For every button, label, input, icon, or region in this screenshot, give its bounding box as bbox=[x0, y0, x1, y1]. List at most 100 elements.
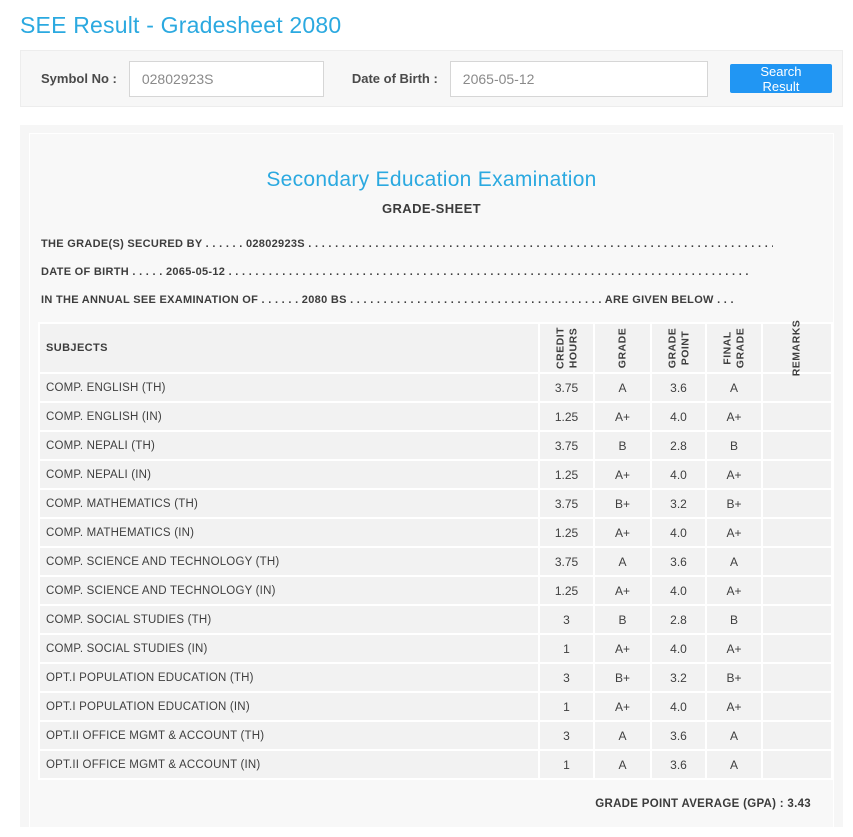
credit-hours-cell: 1 bbox=[540, 751, 593, 778]
intro-lines: THE GRADE(S) SECURED BY . . . . . . 0280… bbox=[41, 238, 833, 306]
column-header-grade: GRADE bbox=[595, 324, 650, 372]
credit-hours-cell: 3.75 bbox=[540, 548, 593, 575]
remarks-cell bbox=[763, 490, 831, 517]
gradesheet-subtitle: GRADE-SHEET bbox=[381, 201, 482, 216]
credit-hours-cell: 1.25 bbox=[540, 403, 593, 430]
remarks-cell bbox=[763, 693, 831, 720]
result-panel: Secondary Education Examination GRADE-SH… bbox=[20, 125, 843, 827]
table-row: COMP. NEPALI (IN) 1.25 A+ 4.0 A+ bbox=[40, 461, 831, 488]
symbol-no-input[interactable] bbox=[128, 60, 324, 97]
grade-point-cell: 4.0 bbox=[652, 635, 705, 662]
subject-cell: COMP. ENGLISH (TH) bbox=[40, 374, 538, 401]
column-header-credit-hours: CREDIT HOURS bbox=[540, 324, 593, 372]
credit-hours-cell: 3.75 bbox=[540, 490, 593, 517]
grade-point-cell: 3.2 bbox=[652, 490, 705, 517]
search-result-button[interactable]: Search Result bbox=[729, 64, 832, 94]
remarks-cell bbox=[763, 432, 831, 459]
final-grade-cell: B+ bbox=[707, 490, 761, 517]
grade-cell: A+ bbox=[595, 519, 650, 546]
remarks-cell bbox=[763, 577, 831, 604]
grade-cell: B+ bbox=[595, 664, 650, 691]
grade-point-cell: 4.0 bbox=[652, 519, 705, 546]
grades-table: SUBJECTS CREDIT HOURS GRADE GRADE POINT FI… bbox=[38, 320, 833, 780]
credit-hours-cell: 1.25 bbox=[540, 461, 593, 488]
grade-cell: A bbox=[595, 751, 650, 778]
table-row: COMP. ENGLISH (TH) 3.75 A 3.6 A bbox=[40, 374, 831, 401]
credit-hours-cell: 3.75 bbox=[540, 374, 593, 401]
credit-hours-cell: 1.25 bbox=[540, 519, 593, 546]
gpa-summary: GRADE POINT AVERAGE (GPA) : 3.43 bbox=[595, 798, 811, 810]
subject-cell: COMP. SOCIAL STUDIES (TH) bbox=[40, 606, 538, 633]
credit-hours-cell: 1 bbox=[540, 693, 593, 720]
table-row: COMP. SCIENCE AND TECHNOLOGY (TH) 3.75 A… bbox=[40, 548, 831, 575]
grade-cell: A bbox=[595, 374, 650, 401]
final-grade-cell: B bbox=[707, 432, 761, 459]
table-row: COMP. SCIENCE AND TECHNOLOGY (IN) 1.25 A… bbox=[40, 577, 831, 604]
subject-cell: OPT.I POPULATION EDUCATION (TH) bbox=[40, 664, 538, 691]
remarks-cell bbox=[763, 403, 831, 430]
subject-cell: OPT.I POPULATION EDUCATION (IN) bbox=[40, 693, 538, 720]
final-grade-cell: A+ bbox=[707, 519, 761, 546]
table-row: OPT.I POPULATION EDUCATION (IN) 1 A+ 4.0… bbox=[40, 693, 831, 720]
table-row: COMP. MATHEMATICS (IN) 1.25 A+ 4.0 A+ bbox=[40, 519, 831, 546]
remarks-cell bbox=[763, 461, 831, 488]
column-header-subjects: SUBJECTS bbox=[40, 324, 538, 372]
remarks-cell bbox=[763, 548, 831, 575]
subject-cell: OPT.II OFFICE MGMT & ACCOUNT (TH) bbox=[40, 722, 538, 749]
table-row: COMP. MATHEMATICS (TH) 3.75 B+ 3.2 B+ bbox=[40, 490, 831, 517]
date-of-birth-input[interactable] bbox=[449, 60, 708, 97]
subject-cell: COMP. ENGLISH (IN) bbox=[40, 403, 538, 430]
final-grade-cell: A bbox=[707, 722, 761, 749]
grade-point-cell: 3.6 bbox=[652, 722, 705, 749]
final-grade-cell: A+ bbox=[707, 403, 761, 430]
grade-point-cell: 4.0 bbox=[652, 693, 705, 720]
final-grade-cell: A+ bbox=[707, 693, 761, 720]
subject-cell: COMP. NEPALI (TH) bbox=[40, 432, 538, 459]
grade-cell: A+ bbox=[595, 461, 650, 488]
credit-hours-cell: 3 bbox=[540, 606, 593, 633]
credit-hours-cell: 1 bbox=[540, 635, 593, 662]
table-header-row: SUBJECTS CREDIT HOURS GRADE GRADE POINT FI… bbox=[40, 320, 831, 376]
table-row: OPT.II OFFICE MGMT & ACCOUNT (TH) 3 A 3.… bbox=[40, 722, 831, 749]
grade-cell: A+ bbox=[595, 693, 650, 720]
grade-cell: B bbox=[595, 606, 650, 633]
date-of-birth-label: Date of Birth : bbox=[351, 71, 438, 86]
remarks-cell bbox=[763, 606, 831, 633]
final-grade-cell: B+ bbox=[707, 664, 761, 691]
remarks-cell bbox=[763, 751, 831, 778]
credit-hours-cell: 3 bbox=[540, 722, 593, 749]
table-row: OPT.II OFFICE MGMT & ACCOUNT (IN) 1 A 3.… bbox=[40, 751, 831, 778]
subject-cell: COMP. SCIENCE AND TECHNOLOGY (IN) bbox=[40, 577, 538, 604]
search-form: Symbol No : Date of Birth : Search Resul… bbox=[20, 50, 843, 107]
grade-cell: A bbox=[595, 548, 650, 575]
table-row: OPT.I POPULATION EDUCATION (TH) 3 B+ 3.2… bbox=[40, 664, 831, 691]
final-grade-cell: B bbox=[707, 606, 761, 633]
grade-cell: B+ bbox=[595, 490, 650, 517]
grade-point-cell: 4.0 bbox=[652, 461, 705, 488]
final-grade-cell: A+ bbox=[707, 461, 761, 488]
final-grade-cell: A bbox=[707, 374, 761, 401]
grade-point-cell: 3.2 bbox=[652, 664, 705, 691]
remarks-cell bbox=[763, 374, 831, 401]
final-grade-cell: A+ bbox=[707, 577, 761, 604]
date-of-birth-line: DATE OF BIRTH . . . . . 2065-05-12 . . .… bbox=[41, 266, 749, 278]
remarks-cell bbox=[763, 519, 831, 546]
column-header-remarks: REMARKS bbox=[763, 320, 831, 376]
subject-cell: COMP. SCIENCE AND TECHNOLOGY (TH) bbox=[40, 548, 538, 575]
credit-hours-cell: 3 bbox=[540, 664, 593, 691]
grade-point-cell: 3.6 bbox=[652, 374, 705, 401]
subject-cell: COMP. NEPALI (IN) bbox=[40, 461, 538, 488]
subject-cell: COMP. SOCIAL STUDIES (IN) bbox=[40, 635, 538, 662]
grade-cell: B bbox=[595, 432, 650, 459]
remarks-cell bbox=[763, 635, 831, 662]
grade-cell: A+ bbox=[595, 635, 650, 662]
remarks-cell bbox=[763, 664, 831, 691]
grade-cell: A bbox=[595, 722, 650, 749]
grade-cell: A+ bbox=[595, 403, 650, 430]
final-grade-cell: A bbox=[707, 751, 761, 778]
page-title: SEE Result - Gradesheet 2080 bbox=[20, 12, 342, 38]
exam-of-line: IN THE ANNUAL SEE EXAMINATION OF . . . .… bbox=[41, 294, 734, 306]
grade-point-cell: 4.0 bbox=[652, 577, 705, 604]
table-row: COMP. SOCIAL STUDIES (IN) 1 A+ 4.0 A+ bbox=[40, 635, 831, 662]
final-grade-cell: A bbox=[707, 548, 761, 575]
